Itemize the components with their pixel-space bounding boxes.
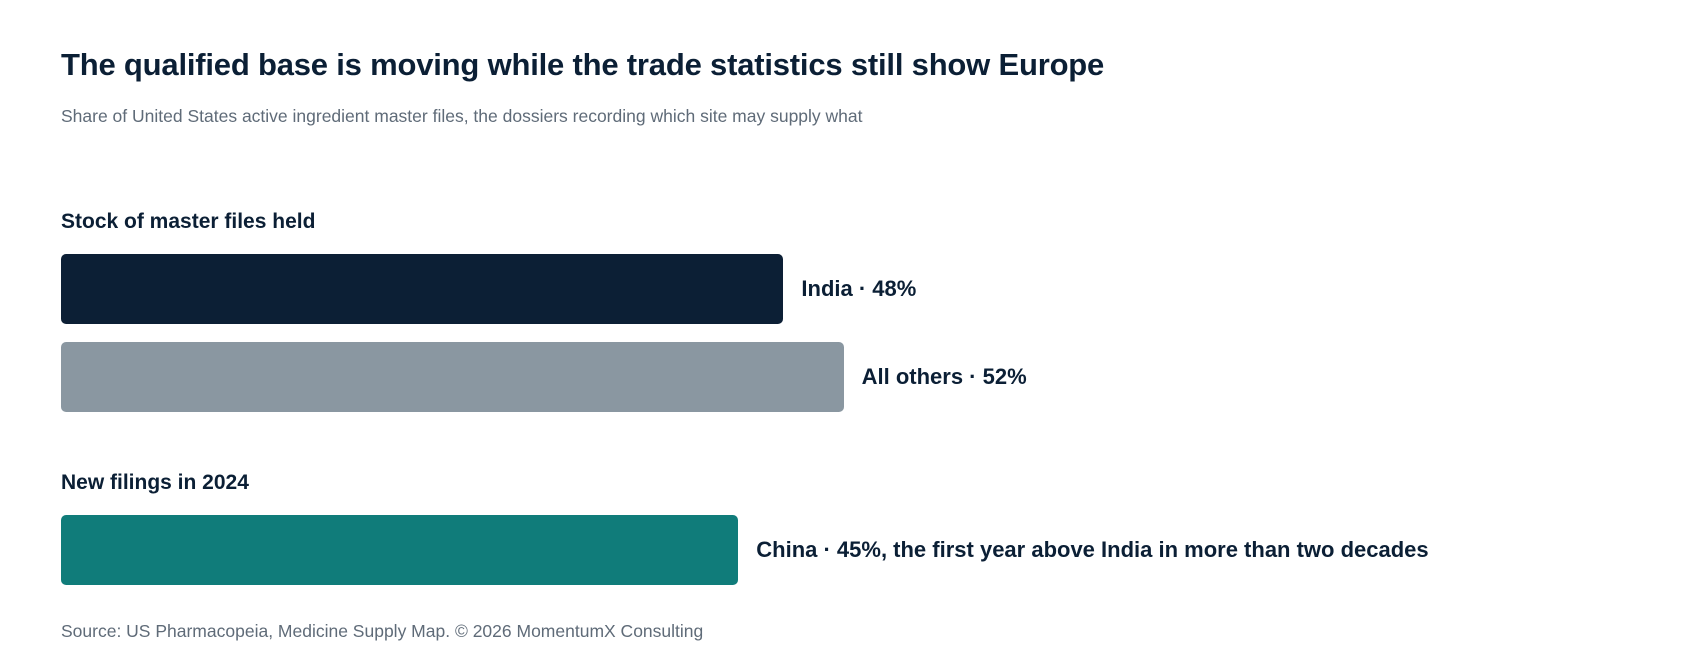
- bar-label-all-others: All others · 52%: [861, 364, 1027, 389]
- source-note: Source: US Pharmacopeia, Medicine Supply…: [61, 621, 704, 641]
- bar-label-india: India · 48%: [801, 276, 917, 301]
- bar-india: [61, 254, 784, 324]
- group-label: New filings in 2024: [61, 471, 249, 494]
- chart-title: The qualified base is moving while the t…: [61, 47, 1105, 82]
- bar-label-china: China · 45%, the first year above India …: [756, 537, 1429, 562]
- chart-subtitle: Share of United States active ingredient…: [61, 106, 863, 126]
- bar-all-others: [61, 342, 844, 412]
- group-label: Stock of master files held: [61, 210, 316, 233]
- bar-china: [61, 515, 739, 585]
